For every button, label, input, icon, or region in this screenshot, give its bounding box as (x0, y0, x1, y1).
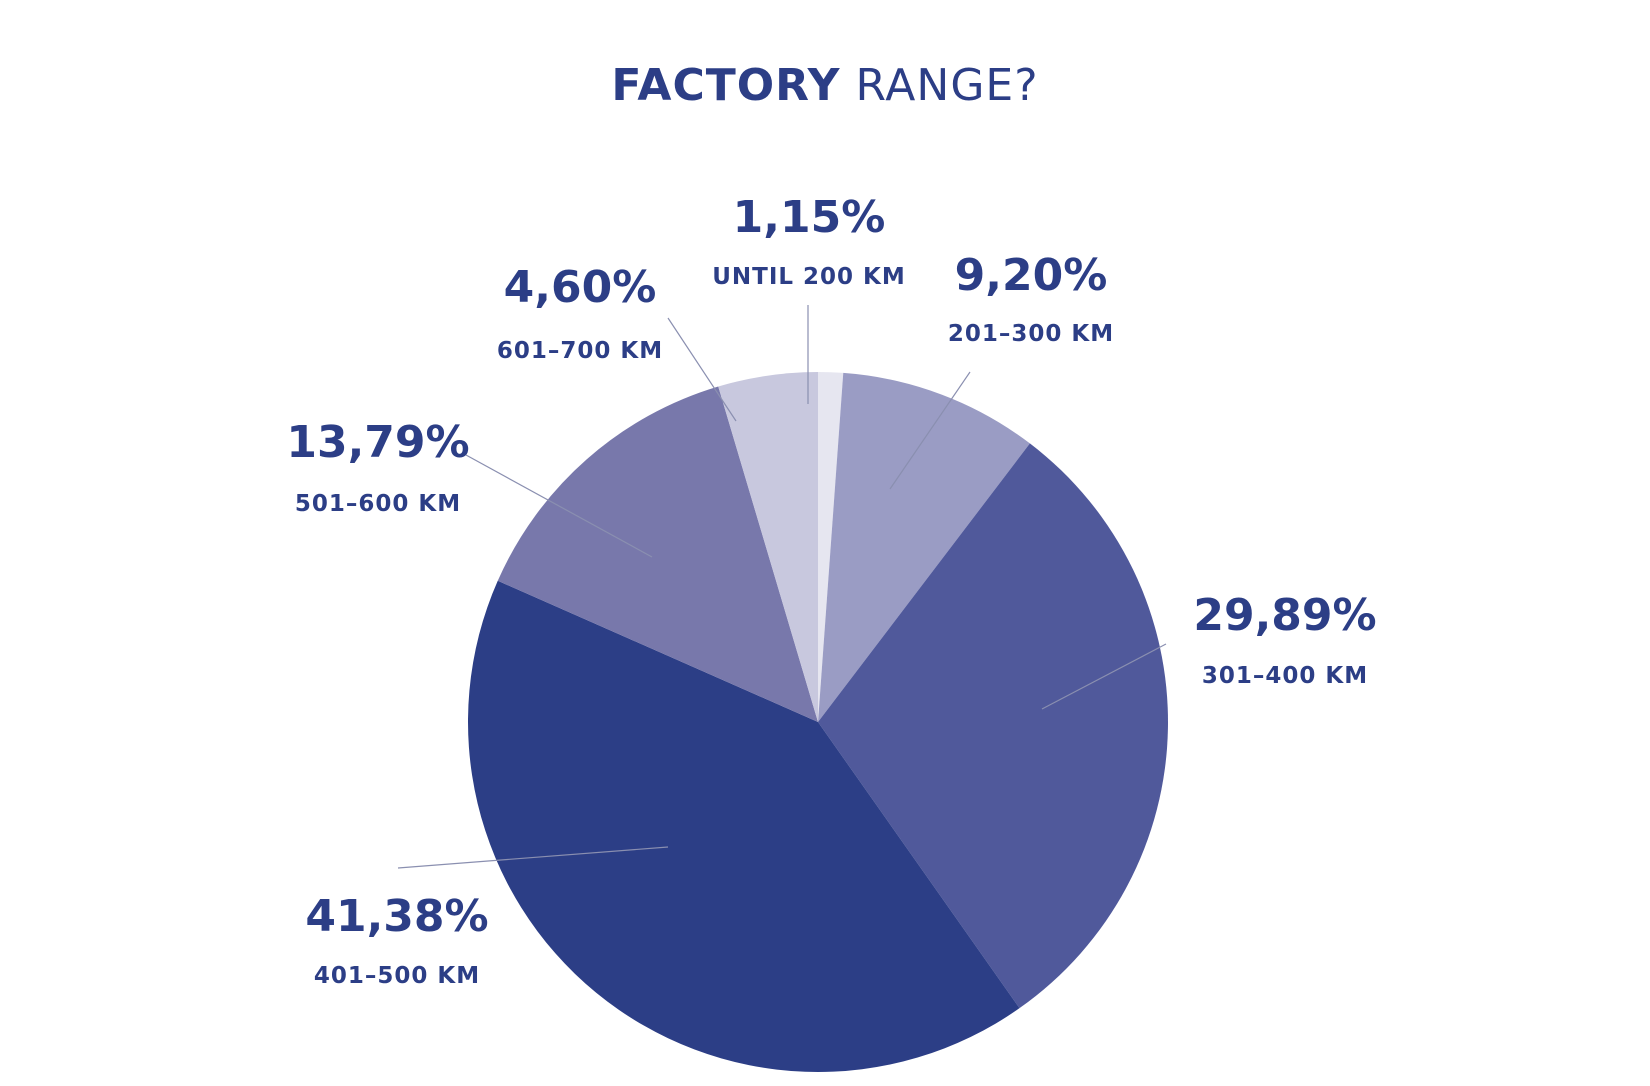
slice-percent-label-5: 13,79% (286, 417, 469, 468)
slice-category-label-2: 201–300 KM (948, 321, 1114, 347)
pie-slice-6 (718, 372, 818, 722)
pie-slice-2 (818, 372, 1030, 722)
leader-line-4 (397, 846, 669, 869)
slice-percent-label-6: 4,60% (504, 262, 657, 313)
pie-slice-4 (467, 580, 1020, 1072)
chart-title: FACTORY RANGE? (0, 60, 1650, 111)
title-rest: RANGE? (855, 60, 1039, 111)
slice-category-label-3: 301–400 KM (1202, 663, 1368, 689)
pie-slice-3 (818, 443, 1168, 1009)
leader-line-2 (889, 371, 971, 490)
slice-category-label-1: UNTIL 200 KM (712, 264, 906, 290)
title-bold: FACTORY (611, 60, 841, 111)
pie-slice-5 (497, 386, 818, 722)
slice-percent-label-4: 41,38% (305, 891, 488, 942)
slice-percent-label-2: 9,20% (955, 250, 1108, 301)
leader-line-5 (465, 454, 653, 558)
slice-percent-label-1: 1,15% (733, 192, 886, 243)
leader-line-3 (1041, 643, 1167, 710)
slice-percent-label-3: 29,89% (1193, 590, 1376, 641)
leader-line-6 (667, 317, 737, 422)
slice-category-label-4: 401–500 KM (314, 963, 480, 989)
pie-slice-1 (818, 372, 844, 722)
slice-category-label-6: 601–700 KM (497, 338, 663, 364)
slice-category-label-5: 501–600 KM (295, 491, 461, 517)
